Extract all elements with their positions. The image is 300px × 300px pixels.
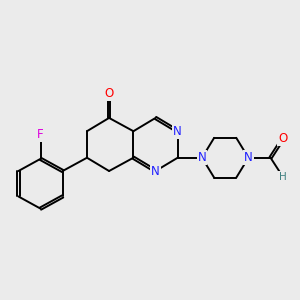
Text: H: H	[279, 172, 286, 182]
Text: F: F	[37, 128, 44, 141]
Text: N: N	[173, 125, 182, 138]
Text: N: N	[244, 151, 253, 164]
Text: N: N	[151, 164, 160, 178]
Text: O: O	[104, 87, 114, 100]
Text: O: O	[278, 132, 287, 146]
Text: N: N	[198, 151, 206, 164]
